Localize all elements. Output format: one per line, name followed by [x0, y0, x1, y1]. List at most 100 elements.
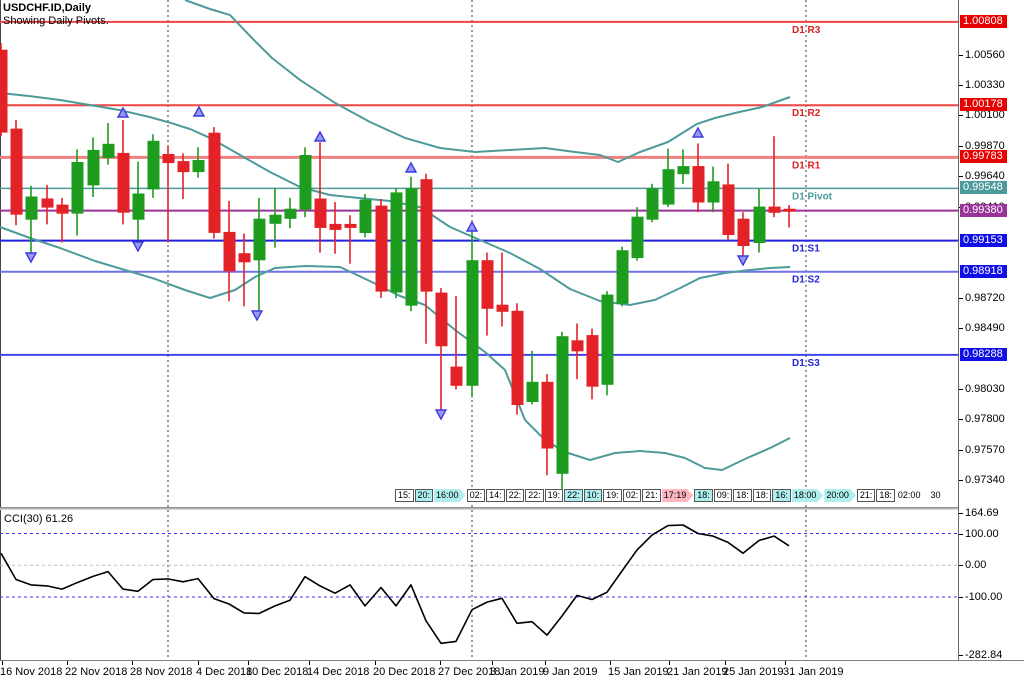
- time-tag[interactable]: 18:: [876, 489, 895, 502]
- time-tag[interactable]: 20:00: [824, 489, 856, 502]
- time-tag[interactable]: 22:: [525, 489, 544, 502]
- candle[interactable]: [284, 197, 297, 229]
- candle[interactable]: [41, 184, 54, 225]
- time-tag[interactable]: 30: [928, 489, 947, 502]
- candle[interactable]: [390, 187, 403, 299]
- candle[interactable]: [117, 120, 130, 225]
- time-tag[interactable]: 16:00: [434, 489, 466, 502]
- candle[interactable]: [102, 123, 115, 165]
- candle[interactable]: [707, 166, 720, 213]
- time-tag[interactable]: 18:: [733, 489, 752, 502]
- cci-axis[interactable]: 164.69 100.00 0.00 -100.00 -282.84: [958, 507, 1024, 661]
- candle[interactable]: [329, 202, 342, 254]
- sell-arrow-icon[interactable]: [434, 409, 448, 421]
- candle[interactable]: [586, 328, 599, 400]
- cci-indicator-surface[interactable]: [0, 510, 958, 660]
- time-tag[interactable]: 10:: [583, 489, 603, 502]
- candle[interactable]: [541, 374, 554, 476]
- time-tag[interactable]: 16:: [772, 489, 791, 502]
- candle[interactable]: [722, 163, 735, 241]
- time-tag[interactable]: 02:: [466, 489, 486, 502]
- sell-arrow-icon[interactable]: [131, 241, 145, 253]
- buy-arrow-icon[interactable]: [465, 220, 479, 232]
- candle[interactable]: [132, 161, 145, 240]
- candle[interactable]: [147, 134, 160, 198]
- sell-arrow-icon[interactable]: [250, 310, 264, 322]
- candle[interactable]: [616, 246, 629, 307]
- time-tag[interactable]: 02:: [622, 489, 642, 502]
- candle[interactable]: [162, 146, 175, 243]
- candle[interactable]: [208, 127, 221, 239]
- time-tag[interactable]: 20:: [414, 489, 434, 502]
- candle[interactable]: [466, 224, 479, 398]
- time-tag[interactable]: 18:00: [792, 489, 824, 502]
- time-tag[interactable]: 15:: [395, 489, 414, 502]
- candle[interactable]: [631, 207, 644, 261]
- buy-arrow-icon[interactable]: [691, 126, 705, 138]
- time-tag[interactable]: 02:00: [896, 489, 928, 502]
- time-tag[interactable]: 14:: [486, 489, 505, 502]
- date-tick-label: 4 Dec 2018: [196, 666, 253, 678]
- pivot-label: D1 S1: [792, 244, 820, 255]
- candle[interactable]: [783, 205, 796, 228]
- candle[interactable]: [10, 120, 23, 226]
- buy-arrow-icon[interactable]: [192, 105, 206, 117]
- candle[interactable]: [496, 252, 509, 327]
- candle[interactable]: [692, 143, 705, 213]
- candle[interactable]: [662, 148, 675, 208]
- candle[interactable]: [253, 197, 266, 313]
- time-tag[interactable]: 18:: [694, 489, 713, 502]
- candle[interactable]: [87, 137, 100, 197]
- time-tag[interactable]: 09:: [713, 489, 733, 502]
- candle[interactable]: [269, 187, 282, 248]
- time-tag[interactable]: 21:: [856, 489, 876, 502]
- candle[interactable]: [0, 43, 8, 137]
- time-tag[interactable]: 22:: [564, 489, 583, 502]
- candle[interactable]: [511, 303, 524, 415]
- date-axis[interactable]: 16 Nov 2018 22 Nov 2018 28 Nov 2018 4 Dec 2…: [0, 660, 1024, 683]
- time-tag[interactable]: 17:19: [662, 489, 694, 502]
- candle[interactable]: [223, 201, 236, 302]
- candle[interactable]: [420, 173, 433, 344]
- sell-arrow-icon[interactable]: [736, 255, 750, 267]
- candle[interactable]: [314, 142, 327, 253]
- candle[interactable]: [299, 147, 312, 218]
- cci-tick-mark: [959, 597, 963, 598]
- candle[interactable]: [737, 212, 750, 256]
- candle[interactable]: [359, 194, 372, 238]
- time-tag[interactable]: 18:: [752, 489, 772, 502]
- candle[interactable]: [768, 136, 781, 218]
- bollinger-middle-band[interactable]: [0, 92, 791, 306]
- candle[interactable]: [601, 291, 614, 396]
- price-chart-surface[interactable]: D1 R3 D1 R2 D1 R1 D1 Pivot D1 S1 D1 S2 D1 S3: [0, 0, 958, 507]
- time-tag[interactable]: 19:: [603, 489, 622, 502]
- buy-arrow-icon[interactable]: [404, 161, 418, 173]
- sell-arrow-icon[interactable]: [24, 252, 38, 264]
- time-tag[interactable]: 22:: [505, 489, 525, 502]
- candle[interactable]: [753, 188, 766, 253]
- candle[interactable]: [450, 296, 463, 390]
- candle[interactable]: [526, 350, 539, 405]
- time-tag[interactable]: 21:: [642, 489, 661, 502]
- buy-arrow-icon[interactable]: [313, 130, 327, 142]
- candle[interactable]: [25, 185, 38, 253]
- candle[interactable]: [405, 176, 418, 312]
- panel-divider[interactable]: [0, 507, 1024, 510]
- candle[interactable]: [56, 197, 69, 243]
- buy-arrow-icon[interactable]: [116, 106, 130, 118]
- bollinger-upper-band[interactable]: [184, 0, 791, 163]
- cci-line[interactable]: [0, 524, 790, 645]
- candle[interactable]: [177, 153, 190, 199]
- candle[interactable]: [375, 199, 388, 299]
- candle[interactable]: [192, 147, 205, 178]
- candle[interactable]: [556, 331, 569, 496]
- candle[interactable]: [344, 215, 357, 264]
- time-tag[interactable]: 19:: [544, 489, 564, 502]
- candle[interactable]: [571, 323, 584, 380]
- candle[interactable]: [435, 288, 448, 413]
- candle[interactable]: [677, 149, 690, 184]
- candle[interactable]: [646, 183, 659, 223]
- candle[interactable]: [481, 252, 494, 336]
- candle[interactable]: [71, 149, 84, 236]
- candle[interactable]: [238, 233, 251, 307]
